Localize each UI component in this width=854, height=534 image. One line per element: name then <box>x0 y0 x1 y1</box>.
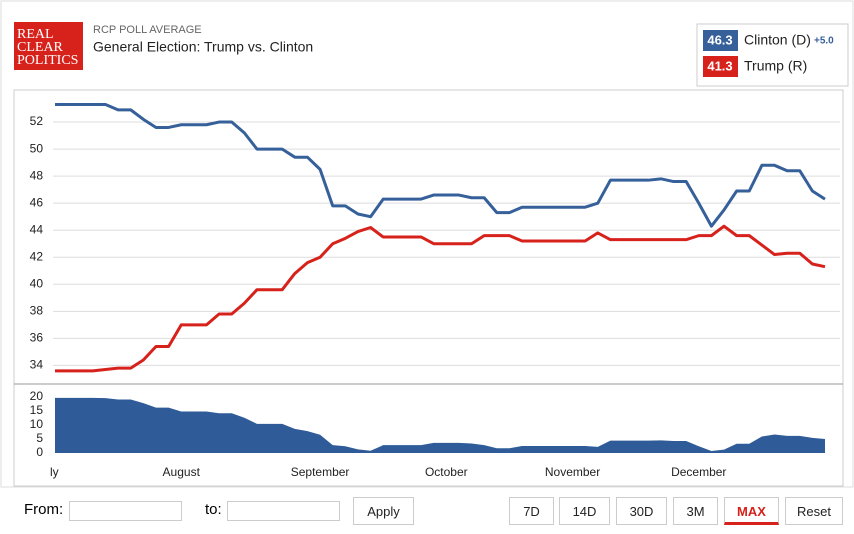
y-tick-label: 46 <box>30 195 44 209</box>
y-tick-label: 5 <box>36 431 43 445</box>
range-button[interactable]: MAX <box>724 497 779 525</box>
range-button[interactable]: 30D <box>616 497 667 525</box>
y-tick-label: 42 <box>30 249 44 263</box>
range-button[interactable]: 7D <box>509 497 554 525</box>
logo-text: REAL <box>17 27 54 42</box>
y-tick-label: 36 <box>30 331 44 345</box>
y-tick-label: 52 <box>30 114 44 128</box>
range-button[interactable]: 14D <box>559 497 610 525</box>
logo-text: POLITICS <box>17 53 78 68</box>
to-label: to: <box>205 501 222 518</box>
y-tick-label: 48 <box>30 168 44 182</box>
chart: REAL CLEAR POLITICS RCP POLL AVERAGE Gen… <box>0 0 854 488</box>
title: General Election: Trump vs. Clinton <box>93 39 313 55</box>
y-tick-label: 0 <box>36 445 43 459</box>
apply-button[interactable]: Apply <box>353 497 414 525</box>
y-tick-label: 10 <box>30 417 44 431</box>
y-tick-label: 34 <box>30 358 44 372</box>
x-tick-label: November <box>545 465 600 479</box>
legend-value: 46.3 <box>707 32 732 47</box>
x-tick-label: October <box>425 465 468 479</box>
y-tick-label: 40 <box>30 276 44 290</box>
range-button[interactable]: Reset <box>785 497 843 525</box>
range-button[interactable]: 3M <box>673 497 718 525</box>
logo-text: CLEAR <box>17 40 64 55</box>
y-tick-label: 15 <box>30 403 44 417</box>
x-tick-label: December <box>671 465 726 479</box>
logo <box>14 22 83 70</box>
legend-label: Trump (R) <box>744 58 807 74</box>
x-tick-label: August <box>163 465 201 479</box>
to-input[interactable] <box>227 501 340 521</box>
spread-label: +5.0 <box>814 36 834 47</box>
legend-swatch <box>703 56 738 77</box>
series-line <box>55 224 826 373</box>
from-label: From: <box>24 501 64 518</box>
legend-swatch <box>703 30 738 51</box>
spread-area <box>55 397 825 453</box>
series-line <box>55 102 826 228</box>
from-input[interactable] <box>69 501 182 521</box>
x-tick-label: September <box>291 465 350 479</box>
legend-label: Clinton (D) <box>744 32 811 48</box>
legend-value: 41.3 <box>707 58 732 73</box>
y-tick-label: 50 <box>30 141 44 155</box>
y-tick-label: 20 <box>30 389 44 403</box>
y-tick-label: 38 <box>30 304 44 318</box>
x-tick-label: ly <box>50 465 59 479</box>
kicker: RCP POLL AVERAGE <box>93 24 202 36</box>
y-tick-label: 44 <box>30 222 44 236</box>
